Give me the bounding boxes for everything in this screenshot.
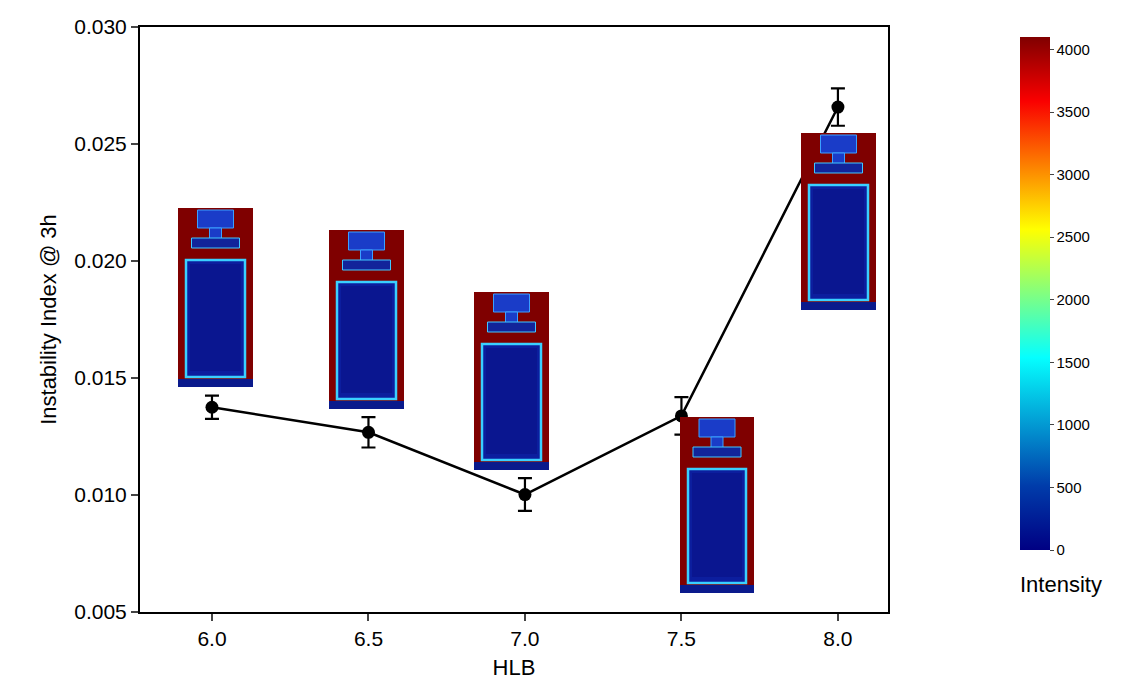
svg-text:6.5: 6.5 [354,627,383,650]
svg-text:7.0: 7.0 [510,627,539,650]
svg-text:0: 0 [1057,541,1065,558]
svg-text:2000: 2000 [1057,291,1090,308]
svg-text:7.5: 7.5 [667,627,696,650]
svg-text:0.030: 0.030 [74,15,127,38]
svg-text:4000: 4000 [1057,41,1090,58]
svg-text:Intensity: Intensity [1020,572,1102,597]
svg-text:500: 500 [1057,479,1082,496]
svg-text:3000: 3000 [1057,166,1090,183]
svg-text:0.010: 0.010 [74,483,127,506]
svg-text:HLB: HLB [493,655,536,680]
svg-text:1000: 1000 [1057,416,1090,433]
svg-text:8.0: 8.0 [823,627,852,650]
svg-text:2500: 2500 [1057,228,1090,245]
svg-text:0.005: 0.005 [74,600,127,623]
svg-text:0.015: 0.015 [74,366,127,389]
svg-text:0.025: 0.025 [74,132,127,155]
svg-text:1500: 1500 [1057,354,1090,371]
svg-text:6.0: 6.0 [197,627,226,650]
svg-text:3500: 3500 [1057,103,1090,120]
svg-text:Instability Index @ 3h: Instability Index @ 3h [36,214,61,425]
svg-text:0.020: 0.020 [74,249,127,272]
